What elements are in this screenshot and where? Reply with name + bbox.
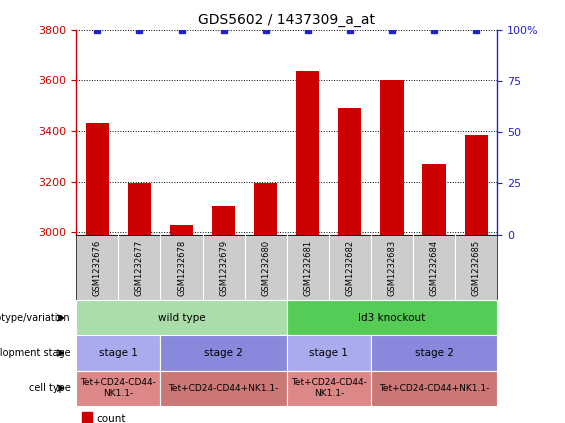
Text: GSM1232677: GSM1232677 bbox=[135, 239, 144, 296]
Text: Tet+CD24-CD44+NK1.1-: Tet+CD24-CD44+NK1.1- bbox=[379, 384, 489, 393]
Text: Id3 knockout: Id3 knockout bbox=[358, 313, 425, 323]
Text: GSM1232684: GSM1232684 bbox=[429, 239, 438, 296]
Bar bbox=[380, 80, 403, 235]
Text: GSM1232682: GSM1232682 bbox=[345, 239, 354, 296]
Text: GSM1232679: GSM1232679 bbox=[219, 239, 228, 296]
Text: wild type: wild type bbox=[158, 313, 205, 323]
Text: cell type: cell type bbox=[29, 383, 71, 393]
Text: Tet+CD24-CD44+NK1.1-: Tet+CD24-CD44+NK1.1- bbox=[168, 384, 279, 393]
Text: GSM1232680: GSM1232680 bbox=[261, 239, 270, 296]
Text: GSM1232683: GSM1232683 bbox=[388, 239, 397, 296]
Text: stage 2: stage 2 bbox=[204, 348, 243, 358]
Text: GSM1232681: GSM1232681 bbox=[303, 239, 312, 296]
Bar bbox=[86, 124, 109, 235]
Text: Tet+CD24-CD44-
NK1.1-: Tet+CD24-CD44- NK1.1- bbox=[80, 379, 157, 398]
Title: GDS5602 / 1437309_a_at: GDS5602 / 1437309_a_at bbox=[198, 13, 375, 27]
Bar bbox=[296, 71, 319, 235]
Bar bbox=[254, 183, 277, 235]
Text: development stage: development stage bbox=[0, 348, 71, 358]
Text: Tet+CD24-CD44-
NK1.1-: Tet+CD24-CD44- NK1.1- bbox=[291, 379, 367, 398]
Text: count: count bbox=[97, 414, 126, 423]
Text: genotype/variation: genotype/variation bbox=[0, 313, 71, 323]
Text: stage 1: stage 1 bbox=[99, 348, 138, 358]
Text: GSM1232685: GSM1232685 bbox=[472, 239, 481, 296]
Bar bbox=[338, 108, 362, 235]
Bar bbox=[464, 135, 488, 235]
Bar bbox=[212, 206, 235, 235]
Text: GSM1232678: GSM1232678 bbox=[177, 239, 186, 296]
Bar bbox=[170, 225, 193, 235]
Bar bbox=[128, 183, 151, 235]
Text: GSM1232676: GSM1232676 bbox=[93, 239, 102, 296]
Text: stage 2: stage 2 bbox=[415, 348, 454, 358]
Text: stage 1: stage 1 bbox=[310, 348, 348, 358]
Bar bbox=[423, 164, 446, 235]
